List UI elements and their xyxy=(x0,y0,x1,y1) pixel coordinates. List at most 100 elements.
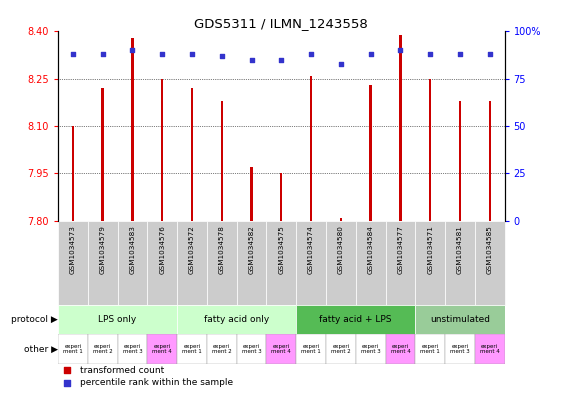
Text: experi
ment 2: experi ment 2 xyxy=(331,344,351,354)
Point xyxy=(366,51,375,57)
Point xyxy=(396,47,405,53)
Text: experi
ment 4: experi ment 4 xyxy=(271,344,291,354)
FancyBboxPatch shape xyxy=(415,334,445,364)
FancyBboxPatch shape xyxy=(58,305,177,334)
FancyBboxPatch shape xyxy=(118,334,147,364)
FancyBboxPatch shape xyxy=(296,334,326,364)
Text: GSM1034584: GSM1034584 xyxy=(368,225,374,274)
Text: GSM1034580: GSM1034580 xyxy=(338,225,344,274)
Text: GSM1034571: GSM1034571 xyxy=(427,225,433,274)
Text: LPS only: LPS only xyxy=(99,315,137,324)
Bar xyxy=(220,101,223,221)
FancyBboxPatch shape xyxy=(475,221,505,305)
Point xyxy=(336,61,346,67)
FancyBboxPatch shape xyxy=(356,221,386,305)
FancyBboxPatch shape xyxy=(237,334,266,364)
Point xyxy=(426,51,435,57)
Bar xyxy=(399,35,401,221)
FancyBboxPatch shape xyxy=(326,334,356,364)
Bar xyxy=(131,38,133,221)
Bar xyxy=(369,85,372,221)
FancyBboxPatch shape xyxy=(88,221,118,305)
Text: experi
ment 2: experi ment 2 xyxy=(93,344,113,354)
Bar xyxy=(280,173,282,221)
Bar xyxy=(161,79,164,221)
FancyBboxPatch shape xyxy=(58,221,88,305)
Text: GSM1034585: GSM1034585 xyxy=(487,225,493,274)
FancyBboxPatch shape xyxy=(207,334,237,364)
Point xyxy=(62,380,71,386)
FancyBboxPatch shape xyxy=(415,221,445,305)
Text: protocol ▶: protocol ▶ xyxy=(11,315,58,324)
FancyBboxPatch shape xyxy=(118,221,147,305)
Text: experi
ment 1: experi ment 1 xyxy=(63,344,83,354)
FancyBboxPatch shape xyxy=(445,221,475,305)
Point xyxy=(247,57,256,63)
Text: experi
ment 4: experi ment 4 xyxy=(390,344,410,354)
Point xyxy=(306,51,316,57)
Text: GSM1034581: GSM1034581 xyxy=(457,225,463,274)
Text: transformed count: transformed count xyxy=(80,365,165,375)
Point xyxy=(187,51,197,57)
Text: GSM1034582: GSM1034582 xyxy=(248,225,255,274)
Bar xyxy=(340,218,342,221)
FancyBboxPatch shape xyxy=(475,334,505,364)
Point xyxy=(277,57,286,63)
FancyBboxPatch shape xyxy=(386,221,415,305)
FancyBboxPatch shape xyxy=(445,334,475,364)
Text: experi
ment 3: experi ment 3 xyxy=(361,344,380,354)
Point xyxy=(455,51,465,57)
Bar xyxy=(191,88,193,221)
Text: GSM1034576: GSM1034576 xyxy=(159,225,165,274)
Point xyxy=(128,47,137,53)
Text: percentile rank within the sample: percentile rank within the sample xyxy=(80,378,234,387)
FancyBboxPatch shape xyxy=(207,221,237,305)
FancyBboxPatch shape xyxy=(356,334,386,364)
FancyBboxPatch shape xyxy=(88,334,118,364)
Text: other ▶: other ▶ xyxy=(24,345,58,354)
Text: experi
ment 3: experi ment 3 xyxy=(242,344,262,354)
Title: GDS5311 / ILMN_1243558: GDS5311 / ILMN_1243558 xyxy=(194,17,368,30)
Text: GSM1034572: GSM1034572 xyxy=(189,225,195,274)
FancyBboxPatch shape xyxy=(237,221,266,305)
Text: experi
ment 1: experi ment 1 xyxy=(420,344,440,354)
FancyBboxPatch shape xyxy=(266,221,296,305)
FancyBboxPatch shape xyxy=(415,305,505,334)
Text: experi
ment 4: experi ment 4 xyxy=(480,344,499,354)
FancyBboxPatch shape xyxy=(296,305,415,334)
Point xyxy=(62,367,71,373)
Bar xyxy=(488,101,491,221)
Point xyxy=(485,51,494,57)
Point xyxy=(158,51,167,57)
Bar xyxy=(459,101,461,221)
Bar xyxy=(251,167,253,221)
Text: GSM1034578: GSM1034578 xyxy=(219,225,225,274)
FancyBboxPatch shape xyxy=(296,221,326,305)
FancyBboxPatch shape xyxy=(177,305,296,334)
Text: experi
ment 1: experi ment 1 xyxy=(301,344,321,354)
Bar xyxy=(72,126,74,221)
Bar xyxy=(310,75,312,221)
Point xyxy=(68,51,78,57)
Point xyxy=(217,53,226,59)
Text: fatty acid + LPS: fatty acid + LPS xyxy=(320,315,392,324)
Point xyxy=(98,51,107,57)
Text: GSM1034574: GSM1034574 xyxy=(308,225,314,274)
FancyBboxPatch shape xyxy=(177,221,207,305)
Text: experi
ment 1: experi ment 1 xyxy=(182,344,202,354)
Text: GSM1034575: GSM1034575 xyxy=(278,225,284,274)
FancyBboxPatch shape xyxy=(58,334,88,364)
Text: GSM1034573: GSM1034573 xyxy=(70,225,76,274)
Text: experi
ment 2: experi ment 2 xyxy=(212,344,231,354)
FancyBboxPatch shape xyxy=(177,334,207,364)
Text: experi
ment 3: experi ment 3 xyxy=(450,344,470,354)
Bar xyxy=(102,88,104,221)
FancyBboxPatch shape xyxy=(386,334,415,364)
Text: experi
ment 3: experi ment 3 xyxy=(122,344,142,354)
Text: experi
ment 4: experi ment 4 xyxy=(153,344,172,354)
Text: unstimulated: unstimulated xyxy=(430,315,490,324)
Bar xyxy=(429,79,432,221)
FancyBboxPatch shape xyxy=(147,334,177,364)
FancyBboxPatch shape xyxy=(147,221,177,305)
Text: fatty acid only: fatty acid only xyxy=(204,315,269,324)
